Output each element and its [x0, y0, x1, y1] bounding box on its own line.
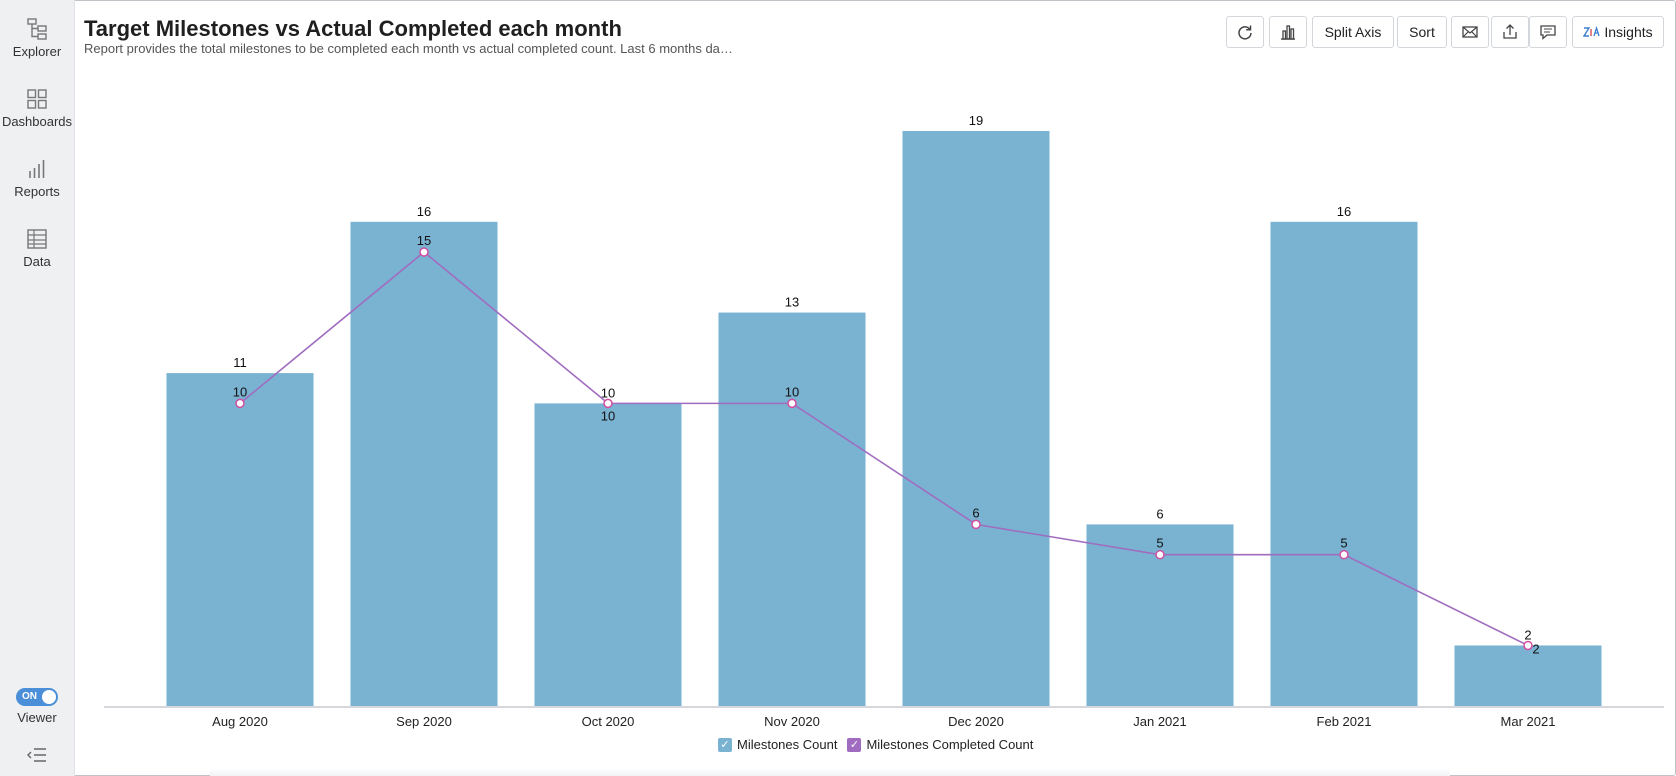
- export-icon: [1503, 24, 1517, 39]
- sort-button[interactable]: Sort: [1397, 16, 1447, 48]
- line-value-label: 10: [601, 408, 615, 423]
- reports-icon: [29, 160, 45, 178]
- line-point: [1339, 549, 1349, 560]
- legend-item-milestones-completed-count[interactable]: ✓ Milestones Completed Count: [847, 737, 1033, 752]
- bar-value-label: 6: [1156, 506, 1163, 521]
- sidebar-item-label: Reports: [14, 184, 60, 199]
- toggle-knob: [42, 690, 56, 704]
- sidebar: Explorer Dashboards Reports Data ON View…: [0, 0, 75, 776]
- sidebar-item-reports[interactable]: Reports: [0, 158, 74, 199]
- page-subtitle: Report provides the total milestones to …: [84, 41, 733, 56]
- line-point: [1523, 640, 1533, 651]
- email-icon: [1462, 26, 1478, 38]
- dashboards-icon: [27, 89, 47, 109]
- line-value-label: 10: [233, 384, 247, 399]
- line-value-label: 6: [972, 505, 979, 520]
- line-value-label: 5: [1340, 536, 1347, 551]
- bar: [1270, 221, 1418, 706]
- bar: [166, 373, 314, 706]
- bar: [718, 312, 866, 706]
- sidebar-item-label: Explorer: [12, 44, 62, 59]
- sidebar-item-label: Dashboards: [1, 114, 73, 129]
- refresh-button[interactable]: [1226, 16, 1264, 48]
- bottom-shadow: [210, 768, 1450, 776]
- bar-value-label: 10: [601, 385, 615, 400]
- sidebar-item-label: Data: [23, 254, 51, 269]
- page-title: Target Milestones vs Actual Completed ea…: [84, 16, 622, 41]
- collapse-sidebar-button[interactable]: [26, 748, 48, 767]
- bar: [534, 403, 682, 706]
- legend-label: Milestones Count: [737, 737, 838, 752]
- bar-value-label: 19: [969, 113, 983, 128]
- collapse-icon: [27, 748, 46, 762]
- x-tick-label: Nov 2020: [764, 714, 820, 729]
- line-point: [787, 398, 797, 409]
- line-point: [419, 247, 429, 257]
- line-value-label: 5: [1156, 536, 1163, 551]
- x-tick-label: Sep 2020: [396, 714, 452, 729]
- chart-type-button[interactable]: [1269, 16, 1307, 48]
- bar: [350, 221, 498, 706]
- line-point: [1155, 549, 1165, 560]
- export-button[interactable]: [1491, 16, 1529, 48]
- line-value-label: 2: [1532, 641, 1539, 656]
- checkbox-icon: ✓: [718, 737, 732, 752]
- viewer-label: Viewer: [17, 710, 57, 725]
- insights-button[interactable]: Insights: [1572, 16, 1664, 48]
- bar: [1454, 645, 1602, 706]
- bar-value-label: 2: [1524, 627, 1531, 642]
- line-point: [971, 519, 981, 530]
- insights-label: Insights: [1604, 24, 1653, 40]
- line-value-label: 15: [417, 233, 431, 248]
- x-tick-label: Mar 2021: [1501, 714, 1556, 729]
- data-icon: [27, 229, 47, 249]
- bar-value-label: 13: [785, 295, 799, 310]
- x-tick-label: Oct 2020: [582, 714, 635, 729]
- sidebar-item-dashboards[interactable]: Dashboards: [0, 88, 74, 129]
- line-value-label: 10: [785, 384, 799, 399]
- bar-value-label: 16: [417, 204, 431, 219]
- line-point: [235, 398, 245, 409]
- x-tick-label: Feb 2021: [1317, 714, 1372, 729]
- zia-icon: [1583, 25, 1600, 37]
- bar-chart-icon: [1281, 25, 1295, 40]
- email-button[interactable]: [1451, 16, 1489, 48]
- x-tick-label: Jan 2021: [1133, 714, 1187, 729]
- refresh-icon: [1238, 25, 1252, 40]
- bar-value-label: 11: [233, 355, 247, 370]
- checkbox-icon: ✓: [847, 737, 862, 752]
- toggle-state: ON: [22, 691, 37, 702]
- viewer-toggle-group: ON Viewer: [0, 688, 74, 725]
- sidebar-item-data[interactable]: Data: [0, 228, 74, 269]
- bar: [902, 131, 1050, 706]
- bar-value-label: 16: [1337, 204, 1351, 219]
- split-axis-button[interactable]: Split Axis: [1312, 16, 1394, 48]
- legend-label: Milestones Completed Count: [866, 737, 1034, 752]
- line-point: [603, 398, 613, 409]
- legend-item-milestones-count[interactable]: ✓ Milestones Count: [718, 737, 837, 752]
- sidebar-item-explorer[interactable]: Explorer: [0, 18, 74, 59]
- chart-legend: ✓ Milestones Count ✓ Milestones Complete…: [718, 737, 1043, 752]
- x-tick-label: Aug 2020: [212, 714, 268, 729]
- comment-icon: [1540, 25, 1556, 40]
- x-tick-label: Dec 2020: [948, 714, 1004, 729]
- viewer-toggle[interactable]: ON: [16, 688, 58, 706]
- completed-series-line: [239, 251, 1529, 647]
- comment-button[interactable]: [1529, 16, 1567, 48]
- explorer-icon: [27, 18, 47, 40]
